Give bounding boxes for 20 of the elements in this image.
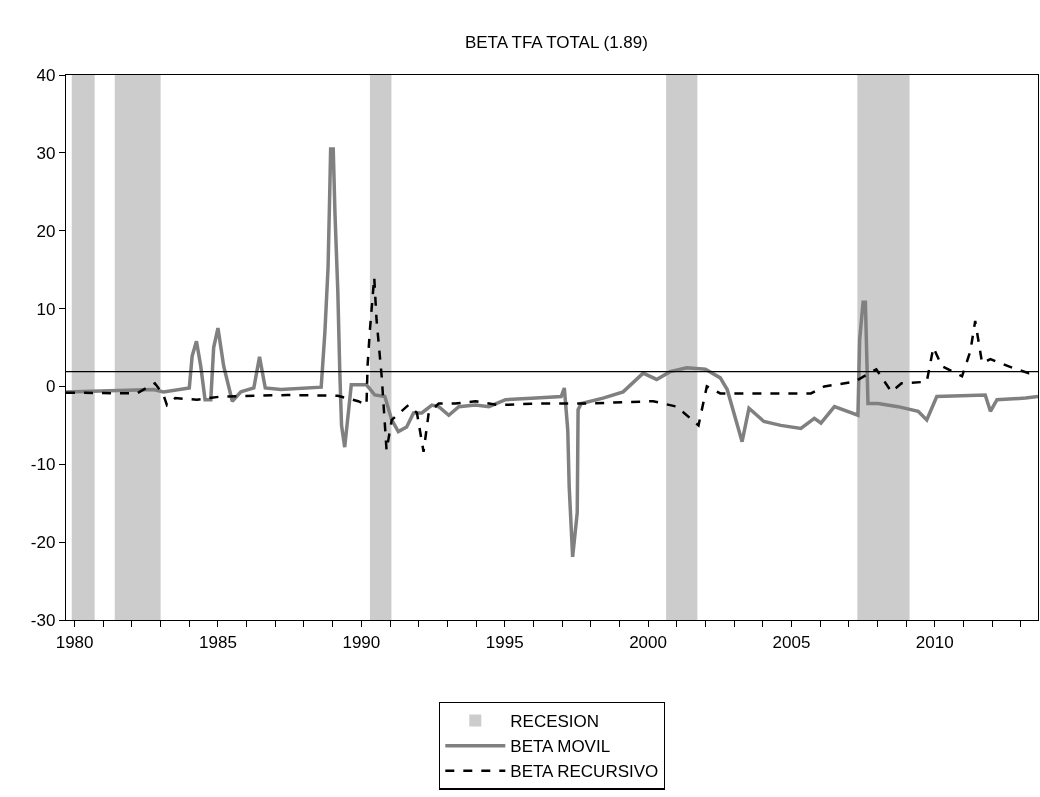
y-tick-label: 10 [36,299,56,319]
legend-label: BETA MOVIL [510,737,611,757]
x-tick-label: 2005 [772,632,811,652]
y-tick-label: -10 [30,455,56,475]
x-tick-label: 2000 [629,632,667,652]
y-tick-label: 0 [45,377,56,397]
y-tick-label: 40 [36,65,56,85]
y-tick-label: 30 [36,143,56,163]
y-tick-label: -30 [30,610,56,630]
x-tick-label: 2010 [915,632,954,652]
x-tick-label: 1995 [485,632,524,652]
y-tick-label: -20 [30,533,56,553]
legend-label: BETA RECURSIVO [510,762,659,782]
legend-label: RECESION [510,712,600,732]
chart-title: BETA TFA TOTAL (1.89) [464,32,648,52]
x-tick-label: 1980 [55,632,94,652]
y-tick-label: 20 [36,221,56,241]
x-tick-label: 1985 [199,632,237,652]
x-tick-label: 1990 [342,632,381,652]
line-series [66,147,1038,559]
